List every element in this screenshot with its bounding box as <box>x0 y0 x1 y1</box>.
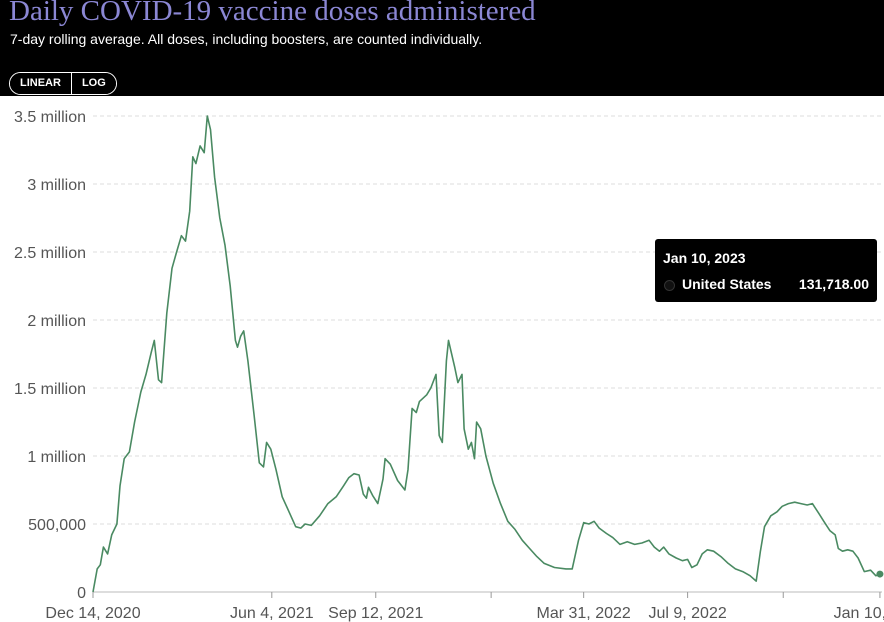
y-tick-label: 3.5 million <box>14 109 86 126</box>
chart-header: Daily COVID-19 vaccine doses administere… <box>0 0 884 96</box>
tooltip-value: 131,718.00 <box>798 276 869 292</box>
chart-title: Daily COVID-19 vaccine doses administere… <box>9 0 536 27</box>
x-tick-label: Dec 14, 2020 <box>45 605 140 622</box>
y-tick-label: 1.5 million <box>14 381 86 398</box>
data-tooltip: Jan 10, 2023 United States 131,718.00 <box>655 239 877 302</box>
tooltip-series-name: United States <box>682 276 772 292</box>
y-tick-label: 2 million <box>27 313 86 330</box>
scale-toggle: LINEAR LOG <box>9 72 117 95</box>
y-tick-label: 500,000 <box>28 517 86 534</box>
series-layer <box>92 115 884 593</box>
x-tick-label: Jul 9, 2022 <box>648 605 726 622</box>
x-tick-label: Mar 31, 2022 <box>537 605 631 622</box>
series-line-united-states <box>92 115 881 593</box>
y-tick-label: 2.5 million <box>14 245 86 262</box>
linear-scale-button[interactable]: LINEAR <box>10 73 71 94</box>
y-tick-label: 1 million <box>27 449 86 466</box>
y-tick-label: 3 million <box>27 177 86 194</box>
chart-subtitle: 7-day rolling average. All doses, includ… <box>10 31 483 47</box>
y-tick-label: 0 <box>77 585 86 602</box>
log-scale-button[interactable]: LOG <box>70 73 116 94</box>
x-tick-label: Jun 4, 2021 <box>230 605 314 622</box>
line-chart: 0 500,000 1 million 1.5 million 2 million 2.5… <box>14 109 884 622</box>
y-axis: 0 500,000 1 million 1.5 million 2 million 2.5… <box>14 109 86 602</box>
x-tick-label: Jan 10, 2023 <box>834 605 884 622</box>
x-axis: Dec 14, 2020 Jun 4, 2021 Sep 12, 2021 Mar 3… <box>45 592 884 622</box>
series-end-point <box>876 570 884 578</box>
x-tick-label: Sep 12, 2021 <box>328 605 423 622</box>
series-dot-icon <box>664 280 675 291</box>
grid-lines <box>93 115 882 593</box>
tooltip-date: Jan 10, 2023 <box>663 250 746 266</box>
